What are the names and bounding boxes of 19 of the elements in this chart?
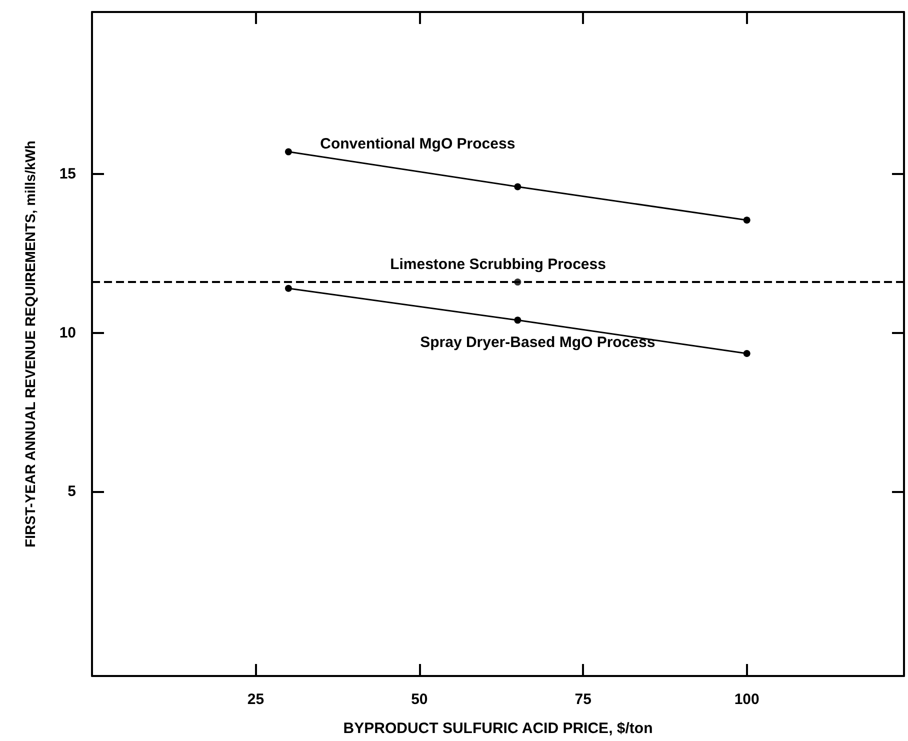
x-tick-label: 25 [247,691,264,708]
ref-line-label: Limestone Scrubbing Process [390,256,606,274]
point [514,183,522,190]
y-tick-label: 10 [59,324,76,342]
y-tick-label: 15 [59,166,76,183]
series-label: Spray Dryer-Based MgO Process [420,334,656,352]
point [284,284,292,292]
y-tick-label: 5 [68,483,76,500]
x-tick-label: 50 [411,691,428,708]
point [514,278,522,286]
point [743,350,750,358]
point [284,148,292,156]
x-tick-label: 100 [734,691,760,708]
x-axis-title: BYPRODUCT SULFURIC ACID PRICE, $/ton [343,720,653,737]
x-tick-label: 75 [574,691,592,708]
series-label: Conventional MgO Process [320,136,516,153]
point [514,316,522,324]
y-axis-title: FIRST-YEAR ANNUAL REVENUE REQUIREMENTS, mills/kWh [22,140,38,548]
point [743,216,750,224]
